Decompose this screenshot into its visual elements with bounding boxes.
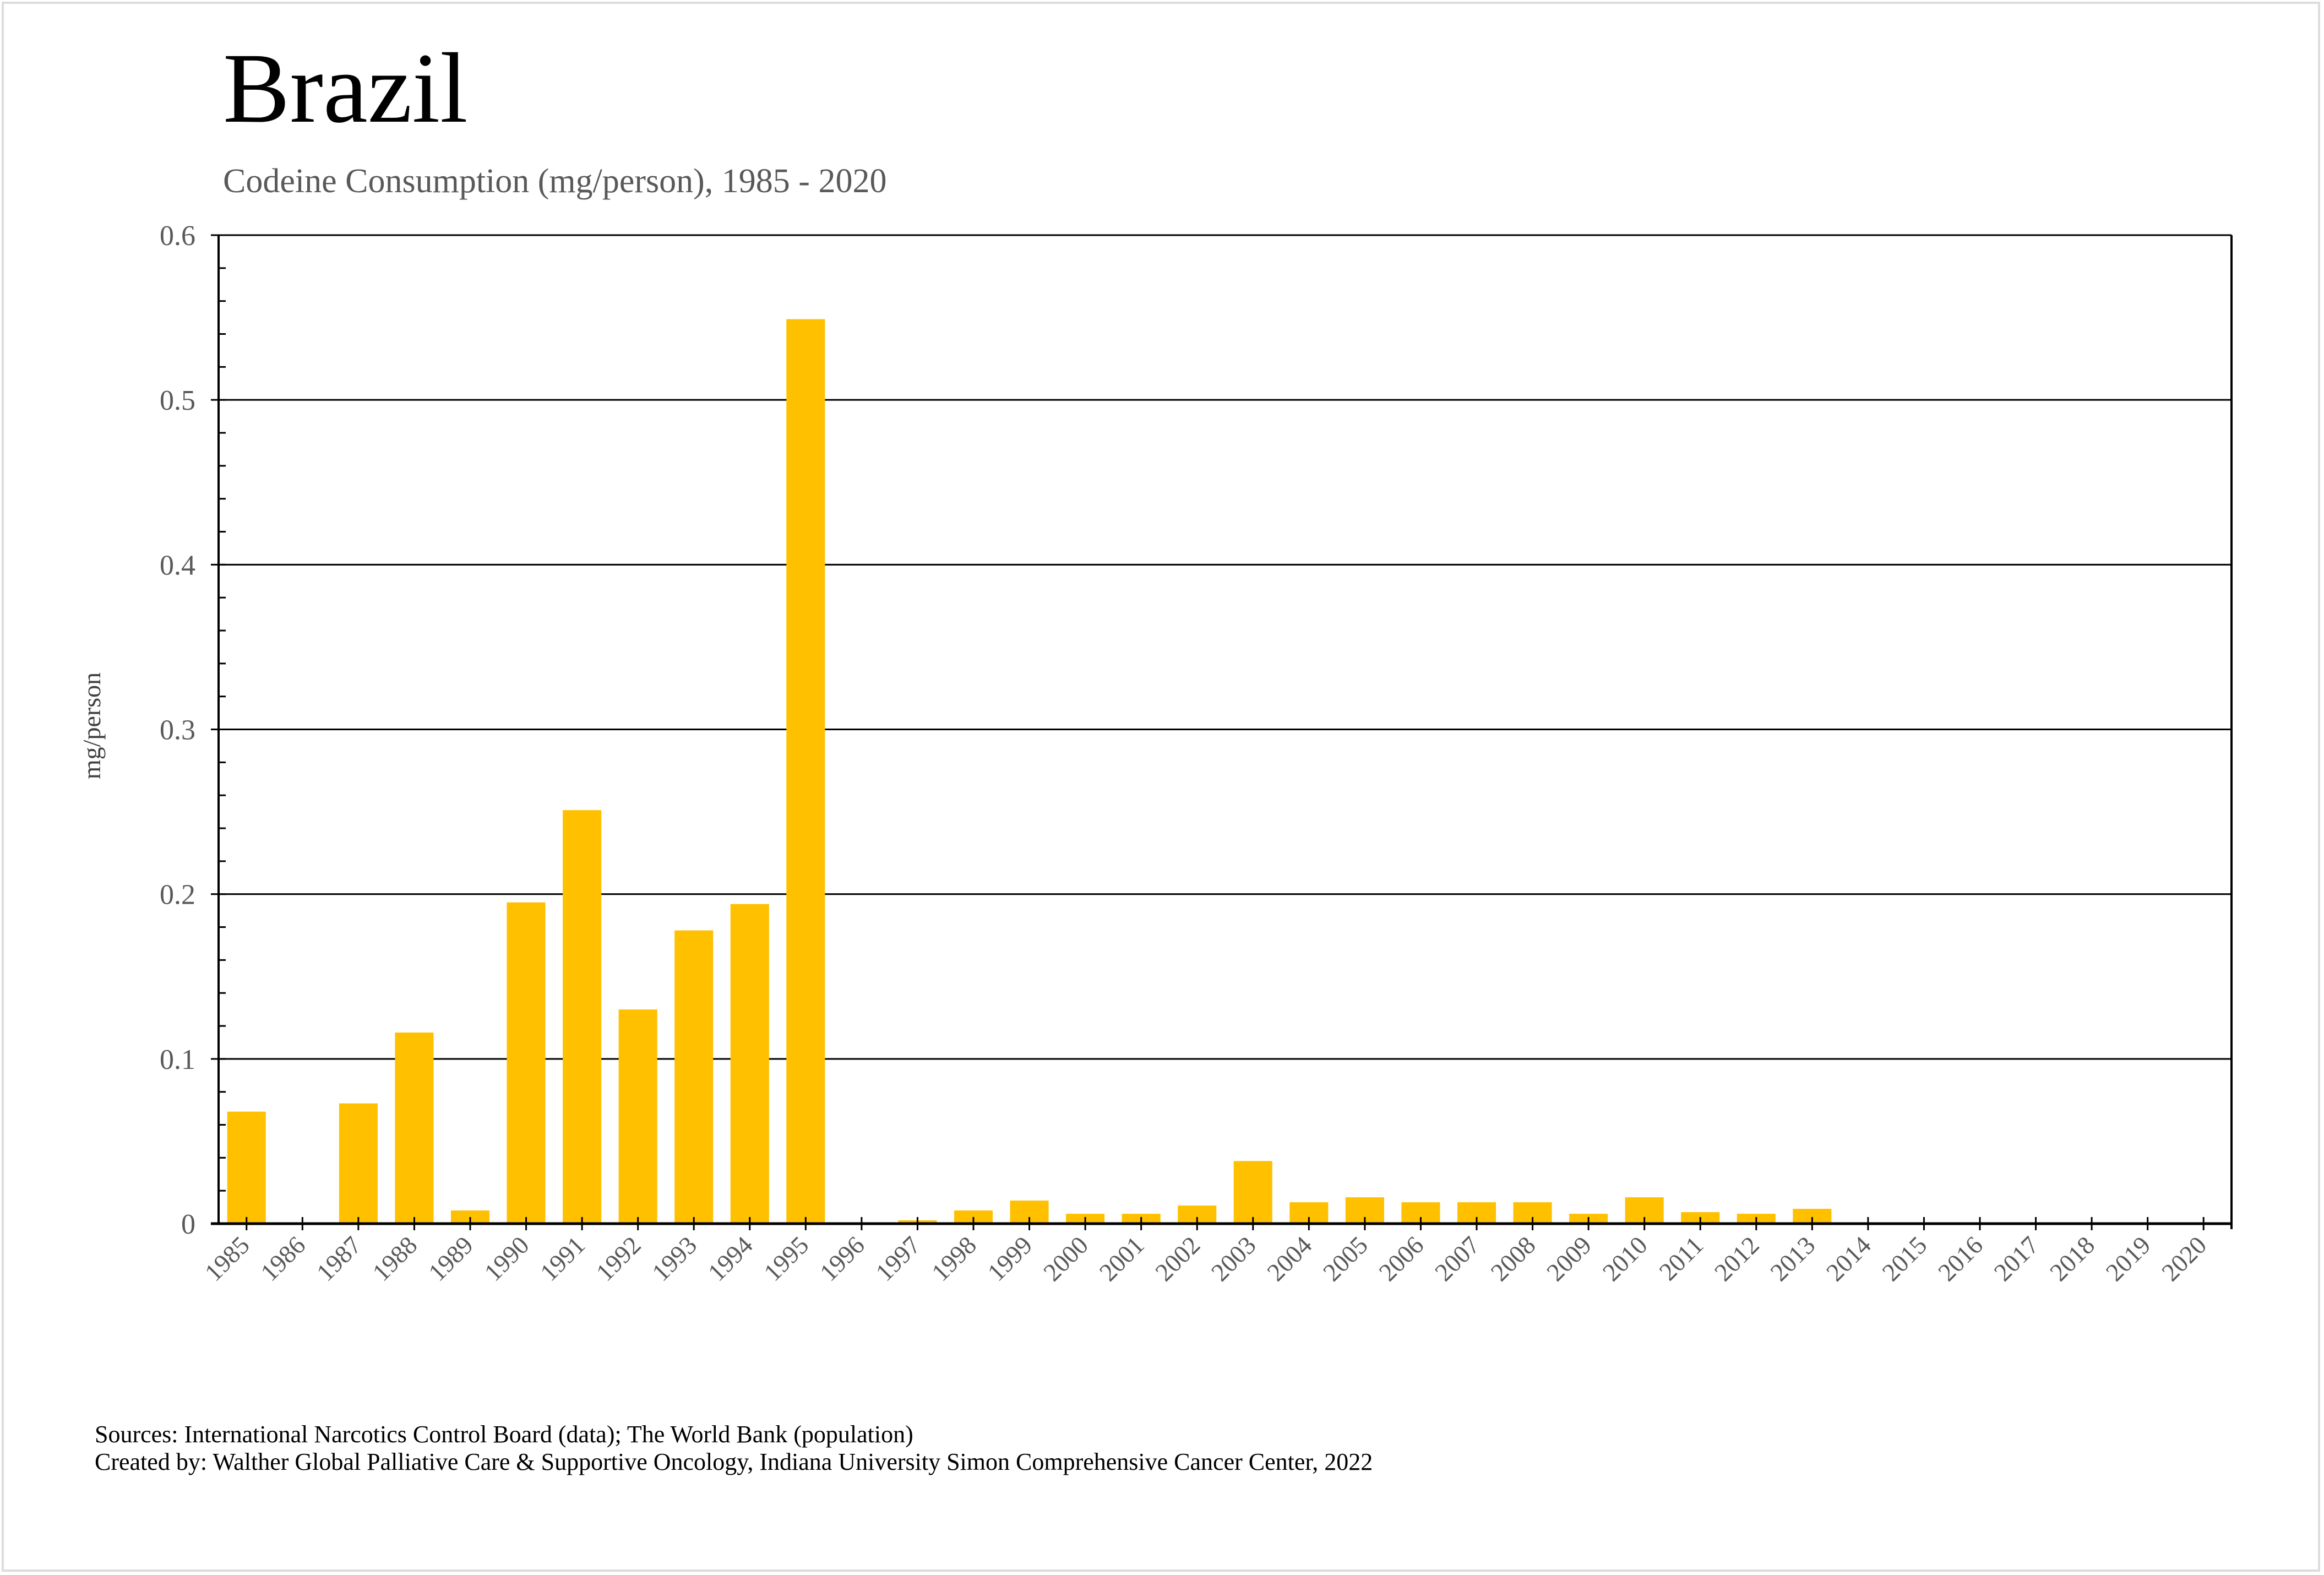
x-tick-label: 1993 (646, 1231, 702, 1286)
bar-1993 (674, 930, 714, 1224)
chart-subtitle: Codeine Consumption (mg/person), 1985 - … (223, 162, 887, 200)
x-tick-label: 1998 (926, 1231, 982, 1286)
x-tick-label: 2014 (1821, 1231, 1876, 1286)
y-tick-label: 0.3 (160, 715, 195, 746)
x-tick-label: 2005 (1318, 1231, 1373, 1286)
bar-1990 (507, 902, 546, 1224)
y-tick-label: 0.5 (160, 385, 195, 416)
x-tick-label: 2008 (1485, 1231, 1541, 1286)
x-tick-label: 2013 (1765, 1231, 1820, 1286)
x-tick-label: 1988 (367, 1231, 422, 1286)
x-tick-label: 1987 (311, 1231, 367, 1286)
x-tick-label: 1986 (255, 1231, 311, 1286)
x-tick-label: 2018 (2044, 1231, 2100, 1286)
bar-1995 (786, 319, 825, 1224)
bar-1988 (395, 1032, 434, 1224)
x-tick-label: 1992 (591, 1231, 646, 1286)
x-tick-label: 1999 (982, 1231, 1038, 1286)
x-tick-label: 1991 (535, 1231, 590, 1286)
x-tick-label: 2003 (1206, 1231, 1261, 1286)
gridlines (211, 234, 2232, 1060)
bars (227, 319, 1832, 1224)
x-tick-label: 1994 (703, 1231, 758, 1286)
x-tick-label: 2015 (1876, 1231, 1932, 1286)
x-tick-label: 2020 (2156, 1231, 2212, 1286)
bar-1992 (618, 1009, 657, 1224)
y-tick-label: 0.6 (160, 220, 195, 252)
bar-1987 (339, 1103, 378, 1224)
x-tick-label: 2009 (1541, 1231, 1597, 1286)
x-tick-label: 2002 (1150, 1231, 1205, 1286)
x-tick-label: 1997 (870, 1231, 926, 1286)
y-tick-labels: 0 0.1 0.2 0.3 0.4 0.5 0.6 (160, 220, 195, 1240)
x-tick-label: 2001 (1094, 1231, 1150, 1286)
x-tick-label: 2016 (1933, 1231, 1988, 1286)
y-tick-label: 0.2 (160, 879, 195, 911)
bar-1991 (563, 810, 602, 1224)
x-tick-label: 1985 (199, 1231, 255, 1286)
x-tick-label: 2010 (1597, 1231, 1653, 1286)
footer-created-by: Created by: Walther Global Palliative Ca… (95, 1448, 1373, 1475)
x-tick-label: 2012 (1709, 1231, 1765, 1286)
x-tick-label: 2006 (1373, 1231, 1429, 1286)
x-tick-labels: 1985 1986 1987 1988 1989 1990 1991 1992 1993 1994… (199, 1231, 2212, 1286)
x-tick-label: 2017 (1989, 1231, 2044, 1286)
y-tick-label: 0 (181, 1209, 195, 1240)
x-tick-label: 2019 (2100, 1231, 2156, 1286)
y-tick-label: 0.1 (160, 1044, 195, 1076)
bar-1994 (730, 904, 769, 1224)
x-tick-label: 1996 (814, 1231, 870, 1286)
x-tick-label: 2004 (1261, 1231, 1317, 1286)
x-tick-label: 2000 (1038, 1231, 1093, 1286)
bar-2003 (1233, 1161, 1272, 1224)
x-tick-label: 1995 (758, 1231, 814, 1286)
x-tick-label: 1989 (423, 1231, 478, 1286)
x-tick-label: 1990 (479, 1231, 535, 1286)
axes (211, 234, 2233, 1230)
x-tick-label: 2007 (1429, 1231, 1485, 1286)
x-tick-label: 2011 (1653, 1231, 1708, 1286)
bar-1985 (227, 1111, 266, 1224)
y-axis-label: mg/person (78, 672, 106, 779)
chart-title: Brazil (223, 33, 468, 144)
y-tick-label: 0.4 (160, 550, 195, 581)
footer-sources: Sources: International Narcotics Control… (95, 1421, 913, 1448)
